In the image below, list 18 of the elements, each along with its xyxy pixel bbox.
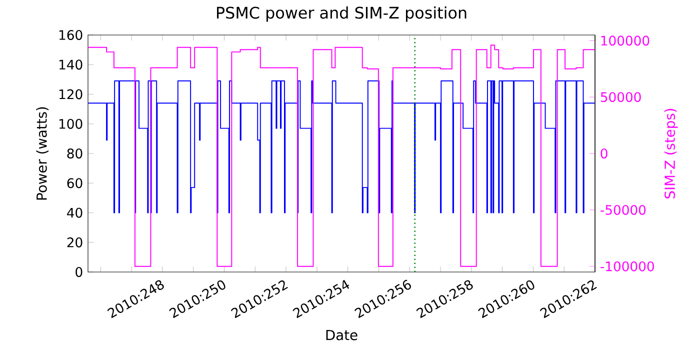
y-tick-label: 20 bbox=[67, 237, 82, 248]
y-tick-label: 0 bbox=[76, 267, 82, 277]
y2-axis-title: SIM-Z (steps) bbox=[664, 108, 678, 198]
y-tick-label: 80 bbox=[67, 148, 82, 158]
y2-tick-label: -50000 bbox=[600, 204, 646, 215]
y-tick-label: 140 bbox=[59, 60, 82, 70]
y-tick-label: 100 bbox=[59, 118, 82, 129]
y2-tick-label: 100000 bbox=[601, 36, 650, 46]
y-tick-label: 60 bbox=[67, 178, 82, 188]
y2-tick-label: 50000 bbox=[600, 92, 641, 102]
y-axis-title: Power (watts) bbox=[36, 107, 49, 200]
y2-tick-label: 0 bbox=[600, 148, 608, 158]
y2-tick-label: -100000 bbox=[600, 261, 654, 272]
chart-title: PSMC power and SIM-Z position bbox=[217, 6, 466, 22]
y-tick-label: 160 bbox=[59, 30, 82, 40]
x-axis-title: Date bbox=[326, 330, 358, 340]
y-tick-label: 40 bbox=[67, 208, 82, 218]
y-tick-label: 120 bbox=[59, 89, 82, 100]
